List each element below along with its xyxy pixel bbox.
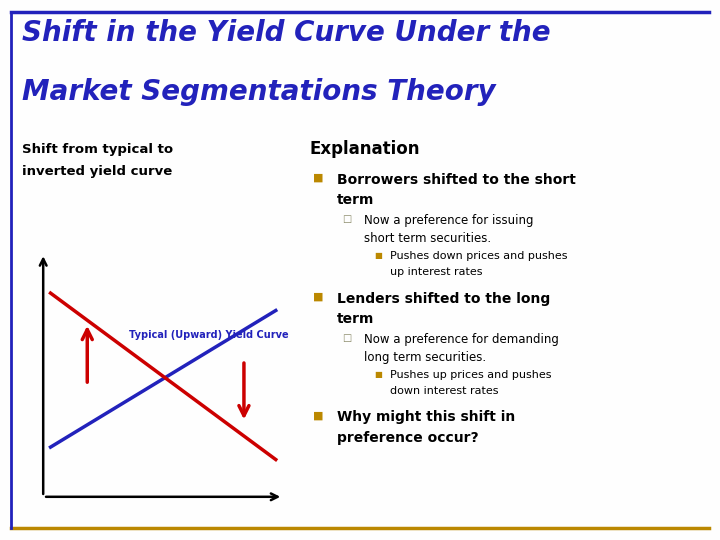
Text: □: □ <box>342 333 351 343</box>
Text: up interest rates: up interest rates <box>390 267 482 278</box>
Text: Lenders shifted to the long: Lenders shifted to the long <box>337 292 550 306</box>
Text: Now a preference for demanding: Now a preference for demanding <box>364 333 559 346</box>
Text: Shift from typical to: Shift from typical to <box>22 143 173 156</box>
Text: ■: ■ <box>374 251 382 260</box>
Text: Now a preference for issuing: Now a preference for issuing <box>364 214 533 227</box>
Text: short term securities.: short term securities. <box>364 232 491 245</box>
Text: Explanation: Explanation <box>310 140 420 158</box>
Text: ■: ■ <box>313 292 324 302</box>
Text: ■: ■ <box>313 173 324 183</box>
Text: inverted yield curve: inverted yield curve <box>22 165 172 178</box>
Text: Market Segmentations Theory: Market Segmentations Theory <box>22 78 495 106</box>
Text: Borrowers shifted to the short: Borrowers shifted to the short <box>337 173 576 187</box>
Text: Pushes down prices and pushes: Pushes down prices and pushes <box>390 251 568 261</box>
Text: Shift in the Yield Curve Under the: Shift in the Yield Curve Under the <box>22 19 550 47</box>
Text: Pushes up prices and pushes: Pushes up prices and pushes <box>390 370 552 380</box>
Text: preference occur?: preference occur? <box>337 431 479 445</box>
Text: Why might this shift in: Why might this shift in <box>337 410 516 424</box>
Text: term: term <box>337 312 374 326</box>
Text: term: term <box>337 193 374 207</box>
Text: down interest rates: down interest rates <box>390 386 499 396</box>
Text: ■: ■ <box>313 410 324 421</box>
Text: □: □ <box>342 214 351 225</box>
Text: Typical (Upward) Yield Curve: Typical (Upward) Yield Curve <box>129 330 289 340</box>
Text: long term securities.: long term securities. <box>364 351 486 364</box>
Text: ■: ■ <box>374 370 382 379</box>
